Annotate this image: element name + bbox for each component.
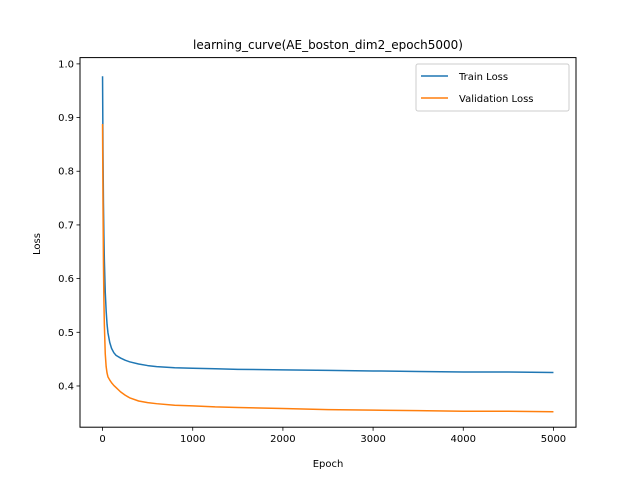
x-tick-label: 0 [99, 434, 105, 445]
y-tick-label: 0.4 [58, 381, 74, 392]
y-tick-label: 0.5 [58, 328, 74, 339]
y-tick-label: 0.7 [58, 220, 74, 231]
x-tick-label: 2000 [270, 434, 295, 445]
x-tick-label: 3000 [360, 434, 385, 445]
series-line-validation-loss [101, 123, 554, 413]
chart-title: learning_curve(AE_boston_dim2_epoch5000) [193, 38, 463, 52]
x-tick-label: 1000 [180, 434, 205, 445]
x-tick-label: 5000 [541, 434, 566, 445]
y-tick-label: 0.6 [58, 274, 74, 285]
y-tick-label: 0.9 [58, 113, 74, 124]
x-axis-ticks: 0 1000 2000 3000 4000 5000 [99, 427, 566, 445]
axes-frame [79, 57, 577, 428]
x-tick-label: 4000 [451, 434, 476, 445]
y-axis-label: Loss [32, 233, 43, 255]
x-axis-label: Epoch [313, 459, 344, 470]
y-tick-label: 0.8 [58, 167, 74, 178]
y-tick-label: 1.0 [58, 59, 74, 70]
legend-label-validation-loss: Validation Loss [459, 94, 534, 105]
legend: Train Loss Validation Loss [415, 63, 570, 112]
plot-area [101, 76, 554, 413]
legend-label-train-loss: Train Loss [458, 72, 508, 83]
y-axis-ticks: 0.4 0.5 0.6 0.7 0.8 0.9 1.0 [58, 59, 80, 392]
legend-box [415, 63, 570, 112]
series-line-train-loss [101, 76, 554, 374]
